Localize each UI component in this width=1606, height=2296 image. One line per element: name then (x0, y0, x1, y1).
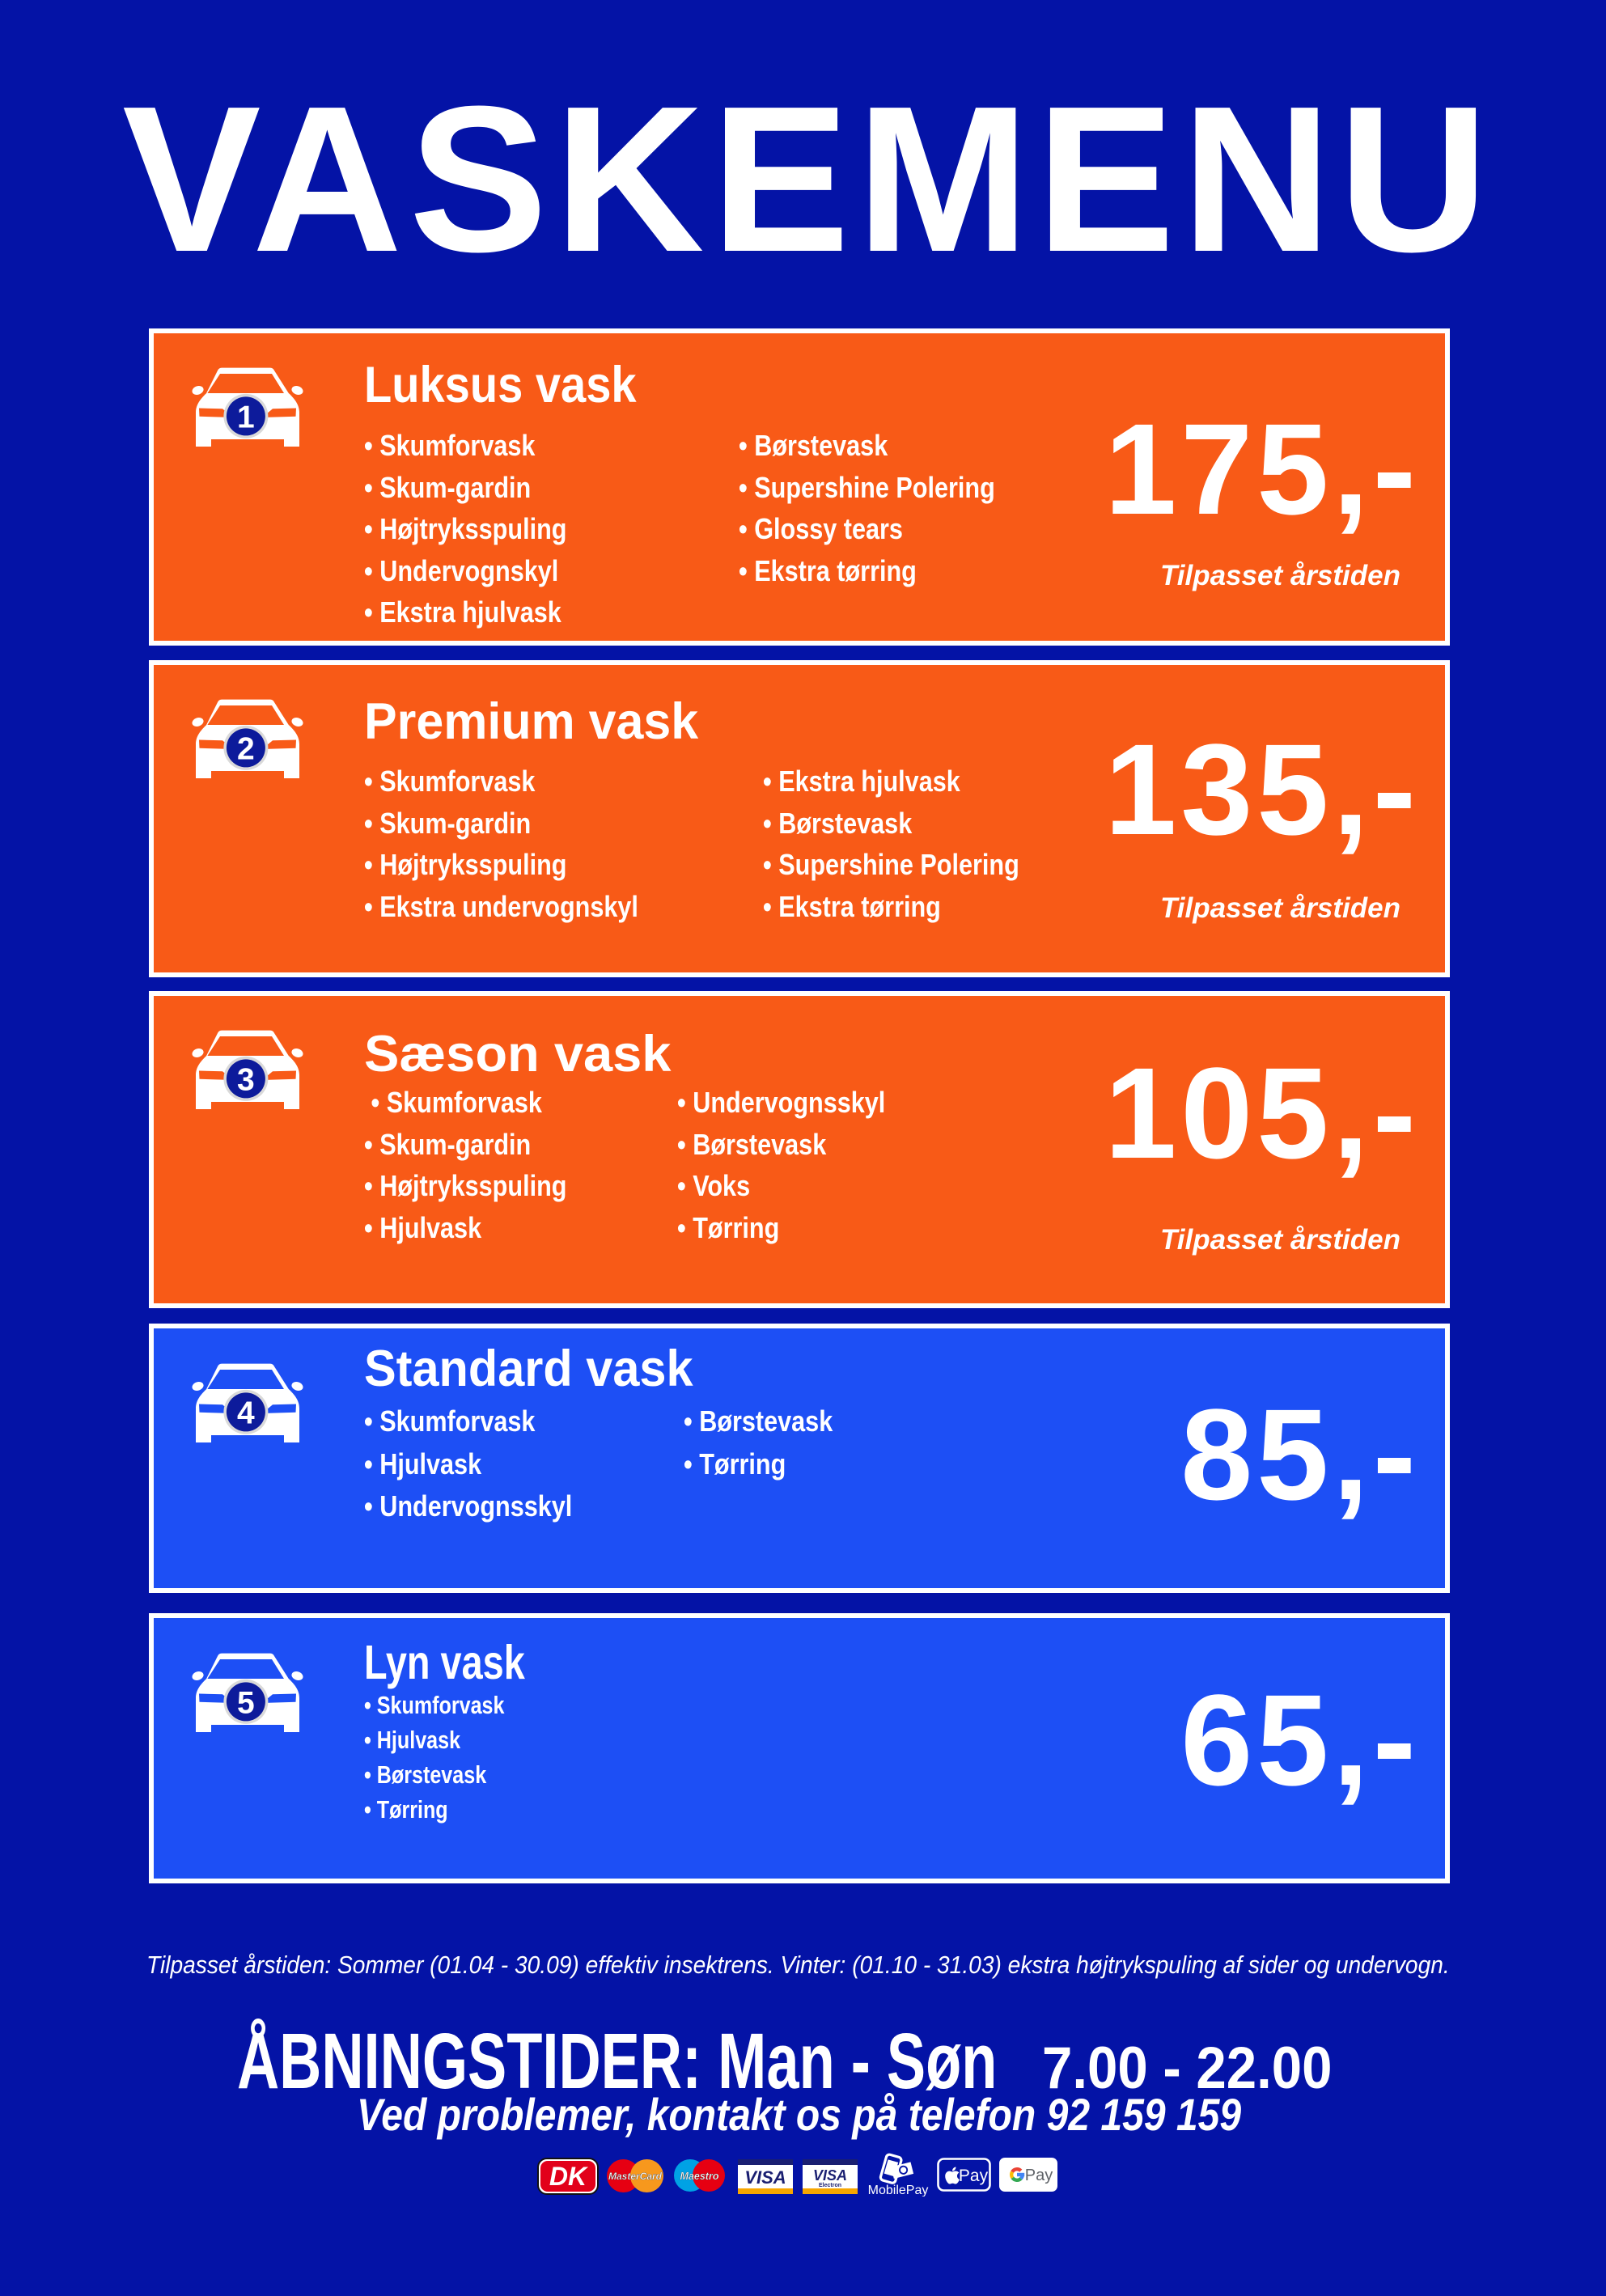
svg-text:VISA: VISA (744, 2167, 786, 2188)
svg-text:1: 1 (237, 400, 255, 435)
svg-text:DK: DK (549, 2162, 589, 2191)
svg-text:Pay: Pay (959, 2167, 989, 2185)
svg-text:5: 5 (237, 1686, 255, 1721)
svg-text:MobilePay: MobilePay (868, 2184, 929, 2196)
svg-text:Pay: Pay (1025, 2167, 1053, 2184)
svg-text:4: 4 (237, 1396, 255, 1431)
svg-text:Electron: Electron (819, 2183, 841, 2188)
svg-text:3: 3 (237, 1063, 255, 1098)
svg-text:Maestro: Maestro (680, 2171, 719, 2182)
svg-text:MasterCard: MasterCard (608, 2171, 663, 2182)
svg-text:2: 2 (237, 732, 255, 767)
svg-text:VISA: VISA (813, 2167, 847, 2184)
